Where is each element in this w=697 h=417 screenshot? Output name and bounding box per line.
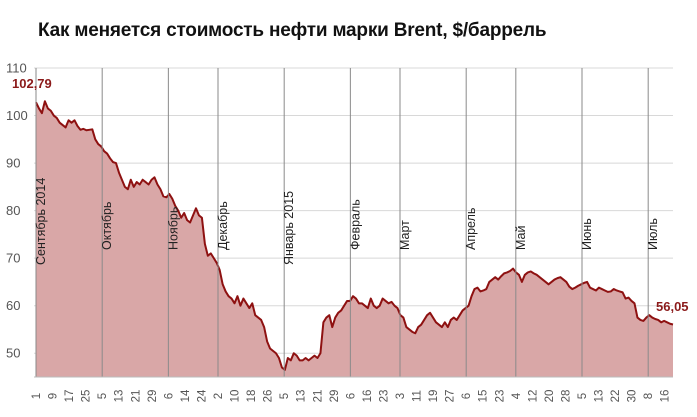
x-tick-label: 11 (412, 390, 424, 402)
x-tick-label: 13 (594, 390, 606, 403)
x-tick-label: 10 (230, 390, 242, 403)
x-tick-label: 21 (312, 390, 324, 403)
x-tick-label: 21 (130, 390, 142, 403)
chart-title: Как меняется стоимость нефти марки Brent… (38, 20, 547, 41)
x-tick-label: 4 (511, 392, 523, 399)
data-label-first: 102,79 (12, 76, 52, 91)
x-tick-label: 5 (577, 393, 589, 399)
month-label: Март (398, 220, 412, 250)
x-tick-label: 28 (560, 390, 572, 403)
x-tick-label: 19 (428, 390, 440, 403)
x-tick-label: 16 (362, 390, 374, 403)
month-label: Декабрь (216, 201, 230, 250)
x-tick-label: 22 (610, 390, 622, 403)
month-label: Июль (646, 218, 660, 250)
data-label-last: 56,05 (656, 299, 689, 314)
x-tick-label: 5 (279, 393, 291, 399)
x-tick-label: 13 (114, 390, 126, 403)
x-tick-label: 2 (213, 393, 225, 399)
month-label: Сентябрь 2014 (34, 178, 48, 265)
y-tick-label: 100 (6, 108, 28, 123)
month-label: Февраль (348, 199, 362, 250)
y-tick-label: 90 (6, 156, 20, 171)
x-tick-label: 23 (494, 390, 506, 403)
x-tick-label: 16 (660, 390, 672, 403)
month-label: Май (514, 225, 528, 250)
x-tick-label: 14 (180, 389, 192, 402)
x-tick-label: 30 (627, 390, 639, 403)
y-tick-label: 70 (6, 251, 20, 266)
month-label: Январь 2015 (282, 191, 296, 265)
y-tick-label: 80 (6, 203, 20, 218)
month-label: Октябрь (100, 202, 114, 250)
x-tick-label: 15 (478, 390, 490, 403)
x-tick-label: 17 (64, 390, 76, 403)
x-tick-label: 6 (345, 393, 357, 399)
x-tick-label: 26 (263, 390, 275, 403)
y-tick-label: 110 (6, 61, 27, 76)
x-tick-label: 6 (461, 393, 473, 399)
month-label: Июнь (580, 218, 594, 250)
x-tick-label: 29 (329, 390, 341, 403)
x-tick-label: 27 (445, 390, 457, 403)
x-tick-label: 8 (643, 393, 655, 399)
x-tick-label: 13 (296, 390, 308, 403)
x-tick-label: 24 (196, 389, 208, 402)
x-tick-label: 18 (246, 390, 258, 403)
x-tick-label: 6 (163, 393, 175, 399)
x-tick-label: 3 (395, 393, 407, 399)
x-tick-label: 20 (544, 390, 556, 403)
month-label: Ноябрь (166, 207, 180, 250)
price-line (35, 100, 674, 371)
month-label: Апрель (464, 208, 478, 250)
x-tick-label: 9 (48, 393, 60, 399)
x-tick-label: 12 (527, 390, 539, 403)
y-tick-label: 50 (6, 346, 20, 361)
x-tick-label: 23 (378, 390, 390, 403)
x-tick-label: 29 (147, 390, 159, 403)
x-tick-label: 25 (81, 390, 93, 403)
y-tick-label: 60 (6, 298, 20, 313)
x-tick-label: 5 (97, 393, 109, 399)
price-area-fill (36, 101, 673, 377)
x-tick-label: 1 (31, 393, 43, 399)
